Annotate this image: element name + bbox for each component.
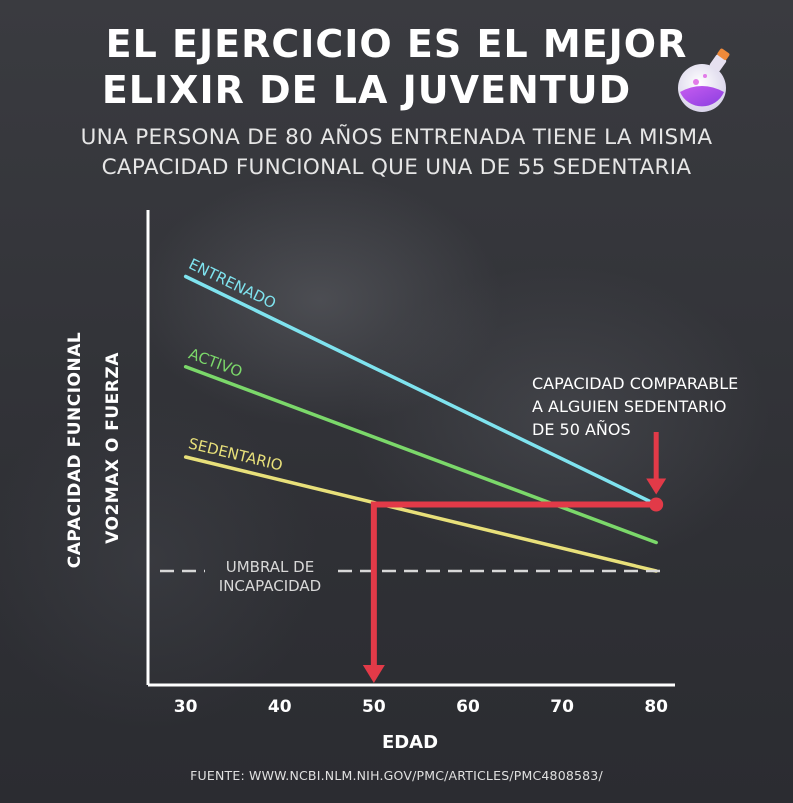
series-line-entrenado (183, 274, 658, 507)
subtitle-line-1: UNA PERSONA DE 80 AÑOS ENTRENADA TIENE L… (80, 125, 713, 150)
annotation-point (649, 497, 664, 512)
source-footer: FUENTE: WWW.NCBI.NLM.NIH.GOV/PMC/ARTICLE… (190, 768, 603, 783)
x-axis-label: EDAD (382, 732, 438, 753)
annotation-pointer-arrow-icon (646, 478, 667, 495)
x-tick-label: 80 (644, 697, 668, 717)
annotation-line-1: CAPACIDAD COMPARABLE (532, 374, 738, 393)
x-tick-label: 70 (550, 697, 574, 717)
annotation-layer (160, 432, 667, 683)
series-line-sedentario (183, 455, 658, 573)
annotation-line-2: A ALGUIEN SEDENTARIO (532, 397, 726, 416)
title-line-2: ELIXIR DE LA JUVENTUD (101, 68, 632, 112)
threshold-label-line-2: INCAPACIDAD (219, 577, 321, 595)
y-axis-label-line-2: VO2MAX O FUERZA (103, 352, 123, 544)
series-label-activo: ACTIVO (186, 345, 245, 381)
annotation-line-3: DE 50 AÑOS (532, 420, 631, 439)
title-line-1: EL EJERCICIO ES EL MEJOR (105, 22, 688, 66)
x-tick-label: 30 (174, 697, 198, 717)
annotation-down-arrow-icon (362, 665, 385, 683)
chart-text-layer: CAPACIDAD FUNCIONAL VO2MAX O FUERZA EDAD… (65, 332, 738, 753)
series-line-activo (183, 365, 658, 545)
x-tick-label: 50 (362, 697, 386, 717)
x-tick-label: 40 (268, 697, 292, 717)
threshold-label-line-1: UMBRAL DE (226, 558, 314, 576)
axis-layer: 30 40 50 60 70 80 (146, 210, 675, 717)
y-axis-label-line-1: CAPACIDAD FUNCIONAL (65, 332, 85, 568)
x-tick-label: 60 (456, 697, 480, 717)
potion-flask-icon (678, 48, 730, 112)
subtitle-line-2: CAPACIDAD FUNCIONAL QUE UNA DE 55 SEDENT… (101, 155, 692, 180)
